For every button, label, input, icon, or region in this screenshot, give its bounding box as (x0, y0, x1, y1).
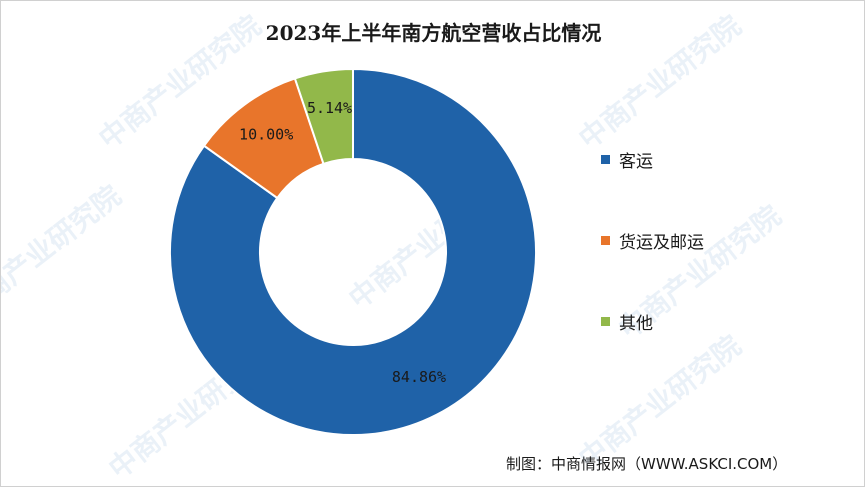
legend-label: 货运及邮运 (619, 232, 704, 253)
chart-title: 2023年上半年南方航空营收占比情况 (265, 21, 602, 45)
legend-item: 货运及邮运 (601, 227, 704, 253)
donut-slice (293, 67, 354, 166)
legend-label: 其他 (619, 313, 653, 334)
legend: 客运 货运及邮运 其他 (601, 146, 704, 389)
legend-item: 客运 (601, 146, 704, 172)
donut-slice (169, 67, 537, 436)
slice-label: 10.00% (239, 126, 293, 144)
legend-swatch (601, 316, 610, 326)
source-note: 制图：中商情报网（WWW.ASKCI.COM） (506, 455, 788, 473)
slice-label: 84.86% (392, 368, 446, 386)
slice-label: 5.14% (307, 99, 352, 117)
legend-label: 客运 (619, 151, 653, 172)
legend-swatch (601, 154, 610, 164)
legend-item: 其他 (601, 308, 704, 334)
legend-swatch (601, 235, 610, 245)
